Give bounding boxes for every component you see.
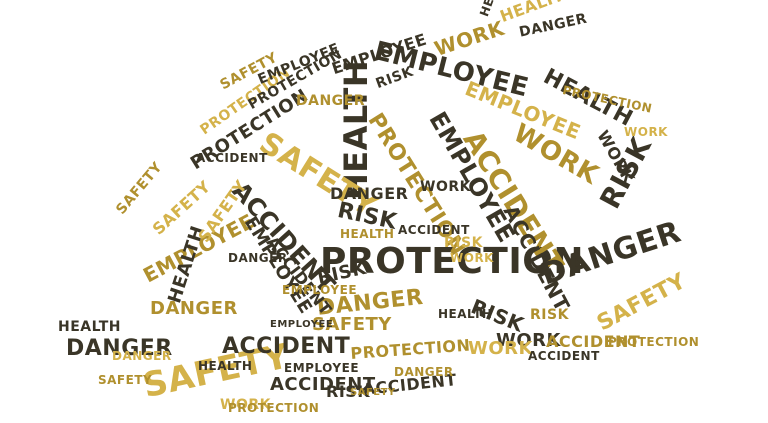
cloud-word: DANGER [150,298,238,319]
cloud-word: WORK [220,397,271,413]
cloud-word: ACCIDENT [270,374,376,395]
cloud-word: HEALTH [340,227,395,241]
cloud-word: WORK [496,330,561,351]
cloud-word: ACCIDENT [398,223,470,237]
cloud-word: DANGER [228,251,288,265]
cloud-word: ACCIDENT [546,332,641,351]
cloud-word: HEALTH [58,319,121,335]
cloud-word: RISK [444,235,483,251]
cloud-word: SAFETY [312,314,392,335]
cloud-word: PROTECTION [608,335,700,349]
cloud-word: EMPLOYEE [270,319,334,330]
cloud-word: DANGER [66,336,173,361]
cloud-word: WORK [450,251,494,265]
cloud-word: RISK [373,63,416,93]
cloud-word: SAFETY [113,159,166,218]
cloud-word: ACCIDENT [222,334,351,359]
cloud-word: WORK [624,125,668,139]
cloud-word: EMPLOYEE [284,361,360,375]
cloud-word: WORK [431,15,508,61]
cloud-word: DANGER [394,365,454,379]
cloud-word: EMPLOYEE [282,283,358,297]
cloud-word: SAFETY [593,268,691,337]
cloud-word: DANGER [112,349,172,363]
cloud-word: PROTECTION [349,335,471,363]
cloud-word: PROTECTION [320,241,584,282]
cloud-word: DANGER [330,184,409,203]
cloud-word: SAFETY [350,387,396,398]
cloud-word: ACCIDENT [196,151,268,165]
cloud-word: PROTECTION [228,401,320,415]
cloud-word: HEALTH [438,307,493,321]
cloud-word: RISK [530,307,569,323]
cloud-word: WORK [468,338,533,359]
cloud-word: RISK [326,382,371,401]
cloud-word: WORK [420,179,471,195]
cloud-word: SAFETY [98,373,153,387]
cloud-word: DANGER [296,93,366,109]
cloud-word: ACCIDENT [528,349,600,363]
cloud-word: HEALTH [198,359,253,373]
